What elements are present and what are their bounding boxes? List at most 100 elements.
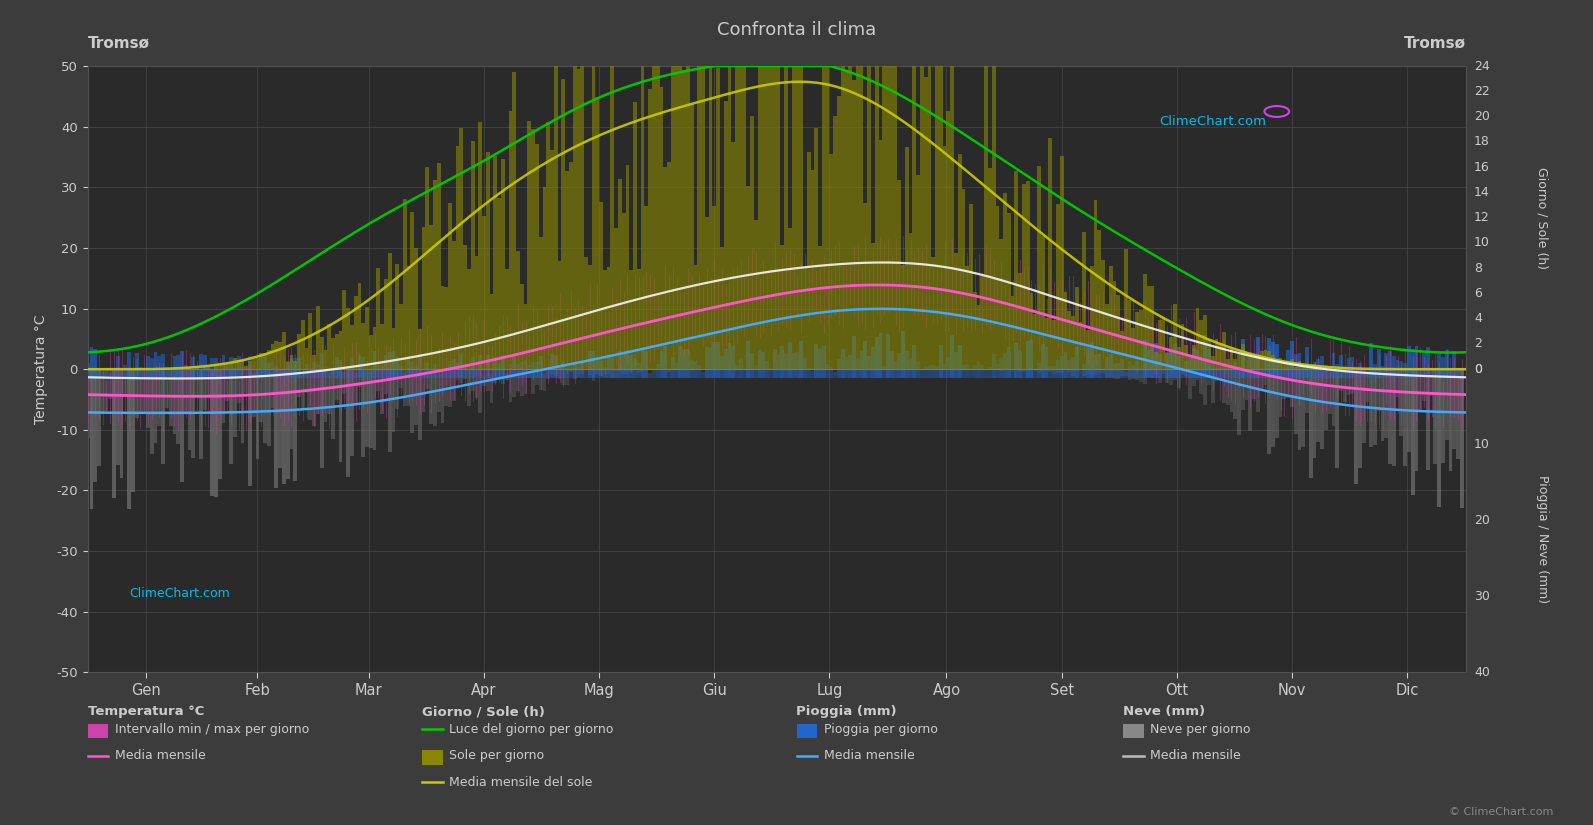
Bar [1214,370,1219,381]
Bar [1282,367,1286,379]
Bar [1040,370,1045,371]
Bar [119,372,124,379]
Bar [335,370,339,400]
Bar [1117,363,1120,379]
Bar [610,357,615,379]
Bar [478,122,483,370]
Bar [1227,359,1230,370]
Bar [1106,304,1109,370]
Text: 6: 6 [1474,287,1481,300]
Bar [1298,361,1301,370]
Bar [822,346,825,379]
Bar [833,372,836,379]
Bar [1230,347,1233,370]
Bar [508,364,513,379]
Bar [566,369,569,379]
Bar [1196,370,1200,380]
Bar [213,370,218,497]
Bar [1388,370,1392,464]
Bar [1098,354,1101,379]
Bar [417,329,422,370]
Bar [486,355,489,379]
Bar [723,101,728,370]
Bar [626,165,629,370]
Bar [188,366,191,379]
Bar [621,353,626,379]
Bar [913,345,916,379]
Bar [1316,365,1321,370]
Bar [1260,351,1263,370]
Bar [414,370,417,425]
Bar [957,345,962,379]
Bar [1082,232,1086,370]
Bar [1324,370,1329,431]
Bar [687,66,690,370]
Bar [346,308,350,370]
Text: Luce del giorno per giorno: Luce del giorno per giorno [449,723,613,736]
Bar [1169,350,1172,379]
Bar [1180,367,1184,379]
Bar [147,370,150,428]
Bar [1332,370,1335,426]
Bar [486,370,489,391]
Bar [1411,370,1415,495]
Bar [1324,365,1329,379]
Bar [346,370,350,477]
Bar [1172,344,1177,379]
Bar [1045,318,1048,370]
Bar [1010,296,1015,370]
Bar [285,361,290,379]
Bar [1329,367,1332,370]
Bar [535,362,538,379]
Bar [127,351,131,379]
Bar [973,365,977,379]
Bar [693,361,698,379]
Bar [946,111,951,370]
Bar [350,370,354,456]
Bar [139,370,142,414]
Bar [1023,184,1026,370]
Bar [588,265,591,370]
Bar [671,356,675,379]
Bar [86,363,89,379]
Text: Neve per giorno: Neve per giorno [1150,723,1251,736]
Bar [690,105,693,370]
Bar [350,325,354,370]
Bar [373,351,376,379]
Bar [327,372,331,379]
Bar [927,366,932,379]
Bar [1255,370,1260,412]
Bar [795,352,800,379]
Bar [1086,348,1090,379]
Bar [255,370,260,459]
Bar [890,66,894,370]
Bar [221,370,226,423]
Bar [362,357,365,379]
Bar [108,370,112,399]
Bar [406,356,411,379]
Bar [1290,370,1294,407]
Bar [693,266,698,370]
Bar [951,335,954,379]
Bar [279,369,282,379]
Bar [855,358,860,379]
Bar [1282,370,1286,399]
Bar [365,307,370,370]
Bar [1150,370,1153,378]
Bar [1362,370,1365,444]
Bar [988,367,992,379]
Bar [489,374,494,379]
Bar [773,66,777,370]
Text: 20: 20 [1474,514,1489,527]
Bar [274,341,279,370]
Bar [535,144,538,370]
Bar [1426,370,1429,470]
Bar [610,66,615,370]
Text: 18: 18 [1474,135,1489,148]
Bar [999,358,1004,379]
Bar [285,361,290,370]
Bar [1294,370,1298,434]
Bar [395,356,400,379]
Bar [483,375,486,379]
Bar [456,362,459,379]
